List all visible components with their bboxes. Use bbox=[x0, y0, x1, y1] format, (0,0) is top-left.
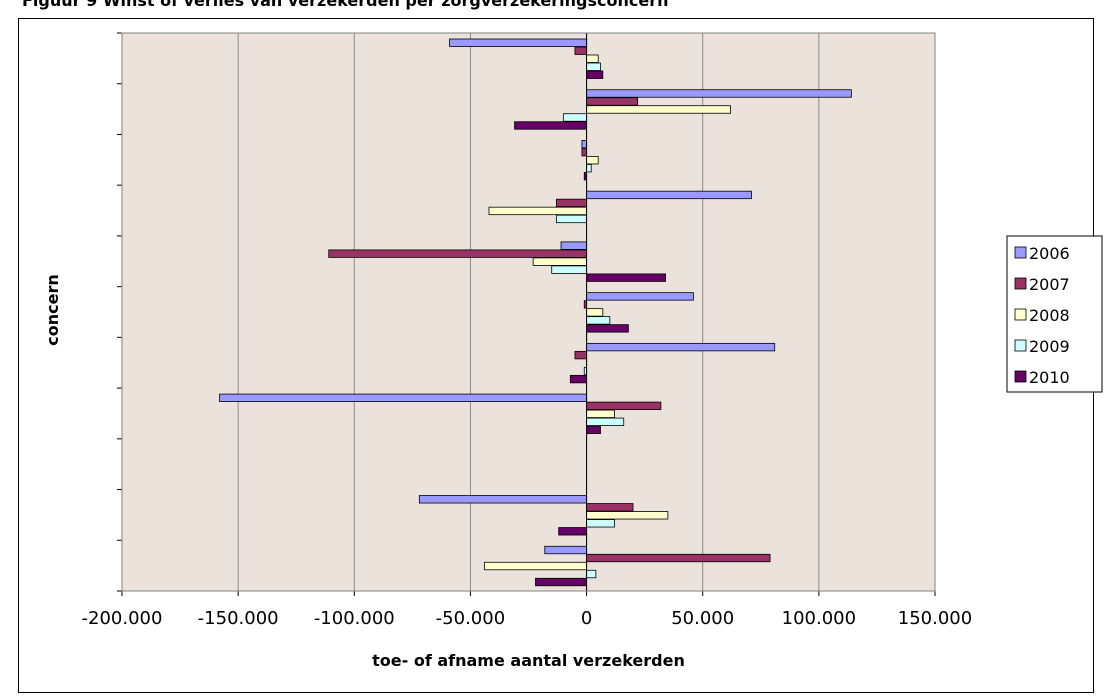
legend: 2006 2007 2008 2009 2010 bbox=[1006, 235, 1103, 393]
bar-2007-concern-2 bbox=[586, 97, 639, 106]
bar-2009-concern-4 bbox=[555, 214, 587, 224]
bar-2008-concern-4 bbox=[488, 206, 587, 216]
bar-2006-concern-6 bbox=[586, 292, 694, 301]
bars bbox=[219, 33, 852, 591]
bar-2008-concern-11 bbox=[483, 561, 587, 571]
bar-2008-concern-8 bbox=[586, 409, 615, 418]
bar-2007-concern-7 bbox=[574, 350, 587, 360]
bar-2010-concern-5 bbox=[586, 273, 666, 282]
x-tick-label: -200.000 bbox=[82, 608, 163, 629]
bar-2009-concern-8 bbox=[586, 417, 625, 426]
legend-label-2010: 2010 bbox=[1029, 368, 1070, 387]
bar-2010-concern-2 bbox=[514, 121, 587, 130]
bar-2006-concern-8 bbox=[219, 393, 587, 402]
bar-2007-concern-3 bbox=[581, 148, 587, 157]
bar-2006-concern-3 bbox=[581, 140, 587, 149]
bar-2009-concern-10 bbox=[586, 519, 615, 528]
legend-label-2007: 2007 bbox=[1029, 275, 1070, 294]
legend-swatch-2008 bbox=[1014, 308, 1027, 321]
bar-2008-concern-2 bbox=[586, 105, 731, 114]
legend-swatch-2006 bbox=[1014, 246, 1027, 259]
x-tick-label: -50.000 bbox=[436, 608, 505, 629]
bar-2006-concern-10 bbox=[418, 495, 587, 504]
bar-2009-concern-11 bbox=[586, 569, 597, 579]
bar-2007-concern-8 bbox=[586, 401, 662, 410]
legend-label-2008: 2008 bbox=[1029, 306, 1070, 325]
legend-swatch-2010 bbox=[1014, 370, 1027, 383]
bar-2007-concern-5 bbox=[328, 249, 587, 258]
bar-2010-concern-8 bbox=[586, 425, 601, 434]
bar-2008-concern-6 bbox=[586, 308, 604, 317]
legend-swatch-2009 bbox=[1014, 339, 1027, 352]
x-tick-label: 50.000 bbox=[671, 608, 734, 629]
bar-2010-concern-7 bbox=[569, 374, 587, 384]
bar-2006-concern-11 bbox=[544, 545, 587, 555]
x-tick-label: -150.000 bbox=[198, 608, 279, 629]
bar-2006-concern-5 bbox=[560, 241, 587, 250]
bar-2010-concern-10 bbox=[558, 527, 587, 536]
bar-2008-concern-1 bbox=[586, 54, 599, 63]
x-tick-label: 0 bbox=[581, 608, 592, 629]
bar-2007-concern-4 bbox=[555, 198, 587, 208]
bar-2010-concern-1 bbox=[586, 70, 604, 79]
bar-2008-concern-3 bbox=[586, 156, 599, 165]
bar-2009-concern-1 bbox=[586, 62, 601, 71]
bar-2006-concern-7 bbox=[586, 342, 776, 352]
bar-2008-concern-5 bbox=[532, 257, 587, 266]
bar-2009-concern-2 bbox=[562, 113, 587, 122]
bar-2009-concern-6 bbox=[586, 316, 611, 325]
legend-label-2009: 2009 bbox=[1029, 337, 1070, 356]
bar-2006-concern-1 bbox=[449, 38, 587, 47]
bar-2010-concern-11 bbox=[535, 577, 587, 587]
bar-2006-concern-2 bbox=[586, 89, 852, 98]
legend-swatch-2007 bbox=[1014, 277, 1027, 290]
x-axis-title: toe- of afname aantal verzekerden bbox=[372, 651, 685, 670]
bar-2009-concern-3 bbox=[586, 164, 592, 173]
y-axis-title: concern bbox=[43, 274, 62, 345]
plot-area bbox=[122, 33, 935, 591]
bar-2008-concern-10 bbox=[586, 511, 669, 520]
axis-ticks: -200.000 -150.000 -100.000 -50.000 0 50.000 10… bbox=[82, 32, 972, 629]
plot-border bbox=[121, 32, 936, 592]
x-tick-label: -100.000 bbox=[314, 608, 395, 629]
bar-2007-concern-1 bbox=[574, 46, 587, 55]
figure-title: Figuur 9 Winst of verlies van verzekerde… bbox=[22, 0, 669, 10]
bar-2010-concern-6 bbox=[586, 324, 629, 333]
bar-2006-concern-4 bbox=[586, 190, 752, 200]
legend-label-2006: 2006 bbox=[1029, 244, 1070, 263]
x-tick-label: 100.000 bbox=[782, 608, 856, 629]
bar-2009-concern-5 bbox=[551, 265, 587, 274]
bar-2007-concern-10 bbox=[586, 503, 634, 512]
x-tick-label: 150.000 bbox=[898, 608, 972, 629]
bar-2007-concern-11 bbox=[586, 553, 771, 563]
